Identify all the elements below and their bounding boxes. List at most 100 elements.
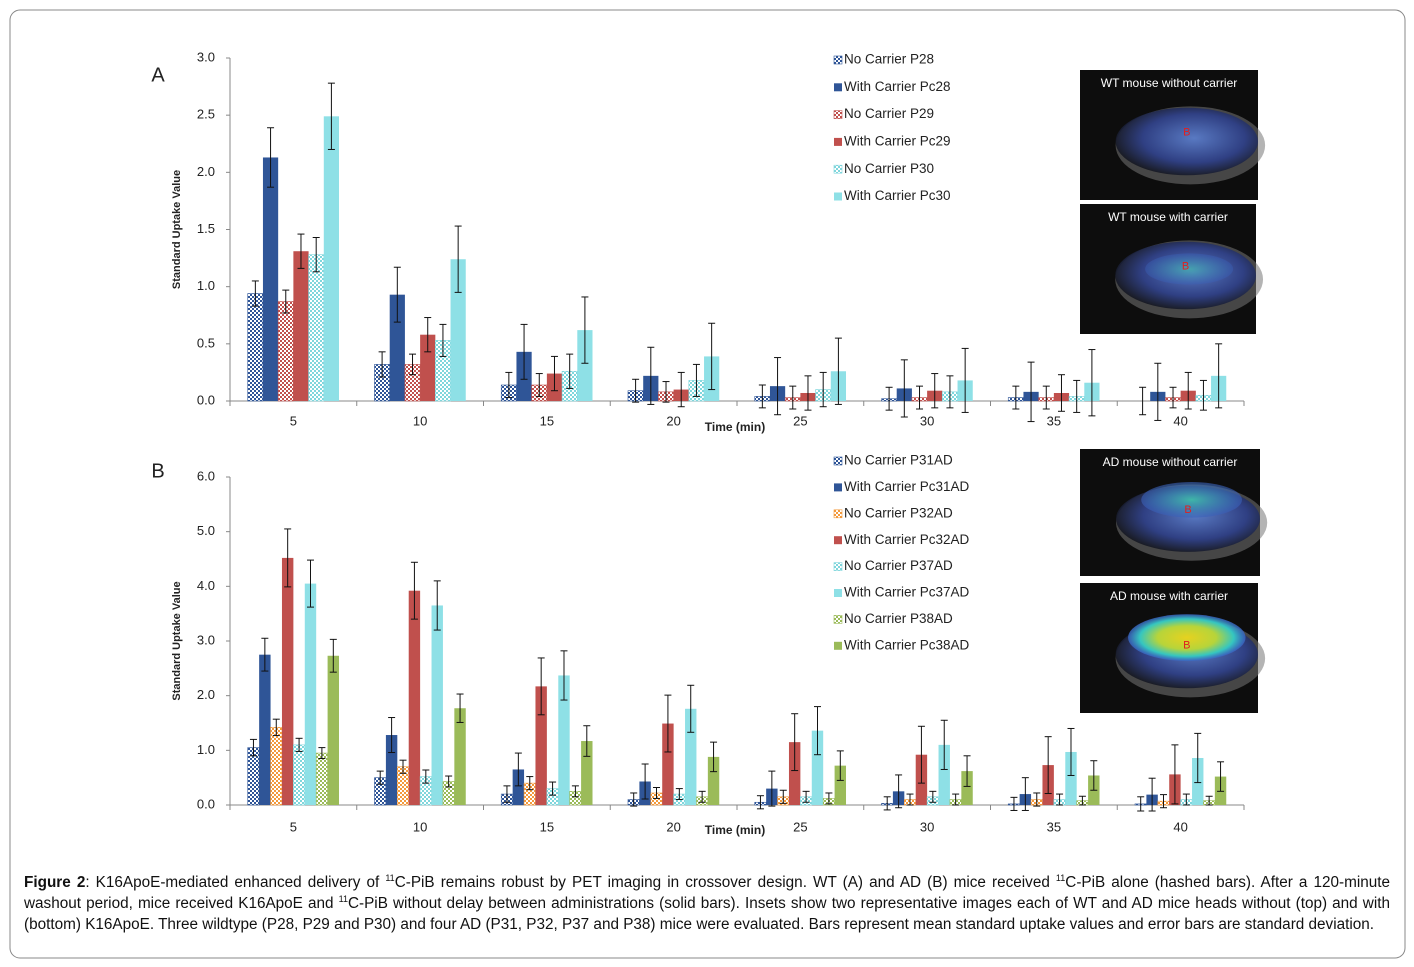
figure: A Standard Uptake Value 0.0 0.5 1.0 1.5 2.0 2.5… bbox=[0, 0, 1414, 967]
bar bbox=[328, 656, 339, 805]
legend-label: With Carrier Pc29 bbox=[844, 133, 951, 148]
y-tick-label: 3.0 bbox=[197, 632, 215, 647]
x-tick-label: 25 bbox=[793, 413, 807, 428]
x-axis-label: Time (min) bbox=[705, 823, 765, 837]
inset-marker: B bbox=[1182, 260, 1189, 272]
legend-label: With Carrier Pc32AD bbox=[844, 532, 970, 547]
bar bbox=[282, 558, 293, 805]
brain bbox=[1116, 108, 1258, 176]
caption-text: 11 bbox=[339, 894, 348, 904]
legend-swatch bbox=[834, 510, 842, 518]
inset-marker: B bbox=[1184, 504, 1191, 516]
inset-label: AD mouse with carrier bbox=[1110, 589, 1228, 603]
uptake bbox=[1128, 614, 1245, 661]
y-tick-label: 2.5 bbox=[197, 107, 215, 122]
y-tick-label: 1.5 bbox=[197, 221, 215, 236]
y-tick-label: 0.5 bbox=[197, 335, 215, 350]
panel-label: A bbox=[151, 64, 165, 86]
legend-swatch bbox=[834, 642, 842, 650]
x-tick-label: 10 bbox=[413, 413, 427, 428]
legend-swatch bbox=[834, 165, 842, 173]
x-tick-label: 40 bbox=[1173, 819, 1187, 834]
y-tick-label: 1.0 bbox=[197, 742, 215, 757]
x-tick-label: 30 bbox=[920, 819, 934, 834]
x-tick-label: 15 bbox=[540, 413, 554, 428]
legend-label: With Carrier Pc38AD bbox=[844, 637, 970, 652]
legend-swatch bbox=[834, 536, 842, 544]
bar bbox=[432, 605, 443, 805]
y-tick-label: 2.0 bbox=[197, 164, 215, 179]
legend-swatch bbox=[834, 563, 842, 571]
legend-swatch bbox=[834, 83, 842, 91]
legend-label: No Carrier P29 bbox=[844, 106, 934, 121]
x-tick-label: 20 bbox=[666, 819, 680, 834]
legend-label: No Carrier P37AD bbox=[844, 558, 953, 573]
legend-label: With Carrier Pc31AD bbox=[844, 479, 970, 494]
x-tick-label: 10 bbox=[413, 819, 427, 834]
y-tick-label: 2.0 bbox=[197, 687, 215, 702]
inset-label: WT mouse without carrier bbox=[1101, 76, 1237, 90]
x-axis-label: Time (min) bbox=[705, 420, 765, 434]
caption-text: Figure 2 bbox=[24, 874, 85, 891]
y-tick-label: 1.0 bbox=[197, 278, 215, 293]
y-axis-label: Standard Uptake Value bbox=[171, 581, 183, 700]
caption-text: C-PiB remains robust by PET imaging in c… bbox=[395, 874, 1056, 891]
inset-label: AD mouse without carrier bbox=[1103, 455, 1238, 469]
legend-swatch bbox=[834, 111, 842, 119]
caption-text: 11 bbox=[385, 873, 394, 883]
bar bbox=[293, 251, 308, 401]
bar bbox=[248, 294, 263, 401]
error-bar bbox=[1149, 778, 1156, 811]
legend-swatch bbox=[834, 615, 842, 623]
x-tick-label: 40 bbox=[1173, 413, 1187, 428]
inset-label: WT mouse with carrier bbox=[1108, 210, 1228, 224]
y-tick-label: 0.0 bbox=[197, 796, 215, 811]
legend-swatch bbox=[834, 457, 842, 465]
bar bbox=[278, 302, 293, 401]
legend-label: No Carrier P28 bbox=[844, 52, 934, 67]
bar bbox=[316, 753, 327, 805]
bar bbox=[309, 255, 324, 401]
caption-text: 11 bbox=[1056, 873, 1065, 883]
legend-label: With Carrier Pc30 bbox=[844, 188, 951, 203]
x-tick-label: 5 bbox=[290, 413, 297, 428]
x-tick-label: 20 bbox=[666, 413, 680, 428]
x-tick-label: 5 bbox=[290, 819, 297, 834]
y-tick-label: 0.0 bbox=[197, 392, 215, 407]
legend-label: No Carrier P38AD bbox=[844, 611, 953, 626]
caption-text: : K16ApoE-mediated enhanced delivery of bbox=[85, 874, 385, 891]
error-bar bbox=[962, 348, 969, 412]
y-axis-label: Standard Uptake Value bbox=[171, 170, 183, 289]
error-bar bbox=[678, 372, 685, 406]
y-tick-label: 5.0 bbox=[197, 523, 215, 538]
x-tick-label: 35 bbox=[1047, 819, 1061, 834]
legend-label: No Carrier P32AD bbox=[844, 505, 953, 520]
bar bbox=[409, 591, 420, 805]
x-tick-label: 15 bbox=[540, 819, 554, 834]
bar bbox=[263, 157, 278, 401]
chart: A Standard Uptake Value 0.0 0.5 1.0 1.5 2.0 2.5… bbox=[0, 0, 1414, 967]
x-tick-label: 30 bbox=[920, 413, 934, 428]
bar bbox=[324, 116, 339, 401]
legend-label: No Carrier P31AD bbox=[844, 453, 953, 468]
caption: Figure 2: K16ApoE-mediated enhanced deli… bbox=[24, 872, 1390, 935]
bar bbox=[259, 655, 270, 805]
x-tick-label: 35 bbox=[1047, 413, 1061, 428]
legend-label: No Carrier P30 bbox=[844, 161, 934, 176]
inset-marker: B bbox=[1183, 639, 1190, 651]
bar bbox=[293, 745, 304, 805]
legend-swatch bbox=[834, 483, 842, 491]
legend-swatch bbox=[834, 589, 842, 597]
legend-swatch bbox=[834, 56, 842, 64]
legend-swatch bbox=[834, 138, 842, 146]
inset-marker: B bbox=[1183, 126, 1190, 138]
legend-label: With Carrier Pc28 bbox=[844, 79, 951, 94]
legend-swatch bbox=[834, 193, 842, 201]
y-tick-label: 4.0 bbox=[197, 578, 215, 593]
y-tick-label: 6.0 bbox=[197, 468, 215, 483]
legend-label: With Carrier Pc37AD bbox=[844, 585, 970, 600]
bar bbox=[305, 584, 316, 805]
y-tick-label: 3.0 bbox=[197, 49, 215, 64]
bar bbox=[271, 727, 282, 805]
x-tick-label: 25 bbox=[793, 819, 807, 834]
